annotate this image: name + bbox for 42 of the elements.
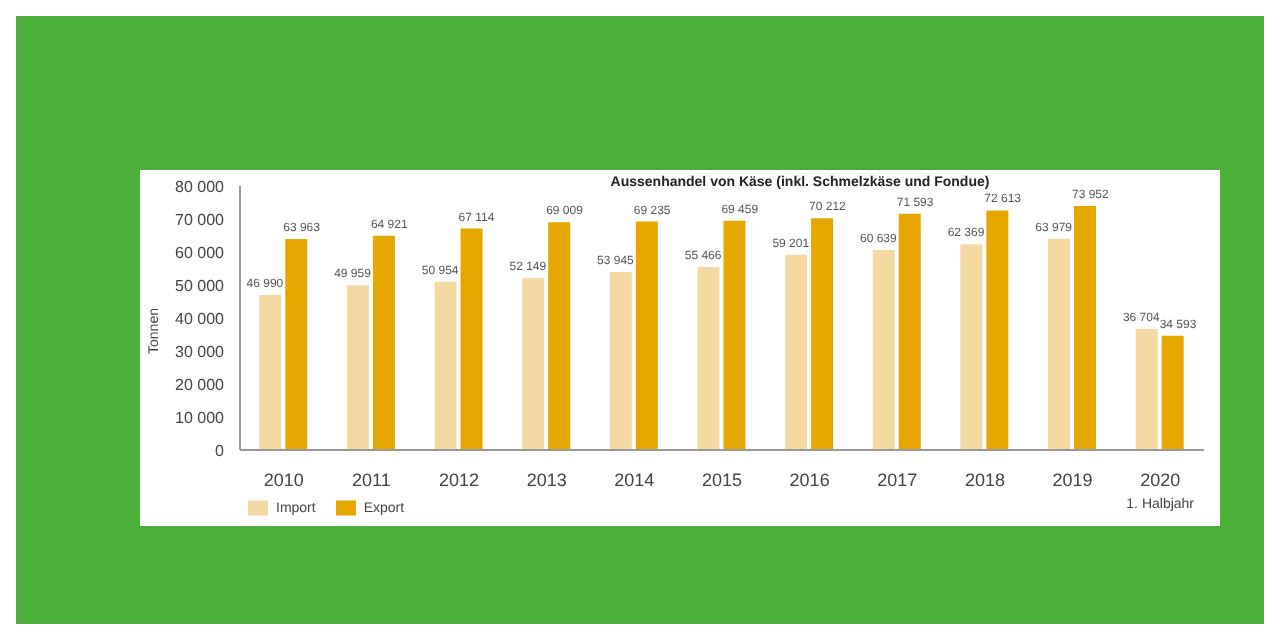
x-tick-label: 2016 — [789, 470, 830, 490]
x-tick-label: 2010 — [263, 470, 304, 490]
x-tick-label: 2019 — [1052, 470, 1093, 490]
bar — [346, 285, 369, 450]
x-tick-label: 2020 — [1140, 470, 1181, 490]
y-tick-label: 20 000 — [175, 375, 226, 394]
bar — [1135, 328, 1158, 450]
bar — [285, 238, 308, 450]
x-tick-label: 2015 — [701, 470, 743, 490]
x-tick-label: 2014 — [614, 470, 655, 490]
bar — [1048, 238, 1071, 450]
bar — [697, 266, 720, 450]
y-tick-label: 60 000 — [175, 243, 226, 262]
x-tick-label: 2012 — [439, 470, 480, 490]
bar — [259, 294, 282, 450]
x-tick-label: 2011 — [352, 470, 391, 490]
bar — [811, 218, 834, 450]
y-tick-label: 30 000 — [175, 342, 226, 361]
y-tick-label: 10 000 — [175, 408, 226, 427]
bar — [723, 220, 746, 450]
bar — [548, 222, 571, 450]
x-tick-label: 2018 — [964, 470, 1005, 490]
bar — [1161, 335, 1184, 450]
bar — [635, 221, 658, 450]
y-tick-label: 80 000 — [175, 177, 226, 196]
y-tick-label: 50 000 — [175, 276, 226, 295]
x-tick-label: 2017 — [877, 470, 918, 490]
bar — [460, 228, 483, 450]
bar — [785, 254, 808, 450]
bar — [609, 271, 632, 450]
bar — [986, 210, 1009, 450]
bar — [522, 277, 545, 450]
y-tick-label: 40 000 — [175, 309, 226, 328]
bar — [872, 249, 895, 450]
x-tick-label: 2013 — [526, 470, 567, 490]
y-tick-label: 0 — [215, 441, 226, 460]
bar — [1074, 205, 1097, 450]
bar — [372, 235, 395, 450]
y-tick-label: 70 000 — [175, 210, 226, 229]
bar — [898, 213, 921, 450]
bar — [960, 244, 983, 450]
bar — [434, 281, 457, 450]
